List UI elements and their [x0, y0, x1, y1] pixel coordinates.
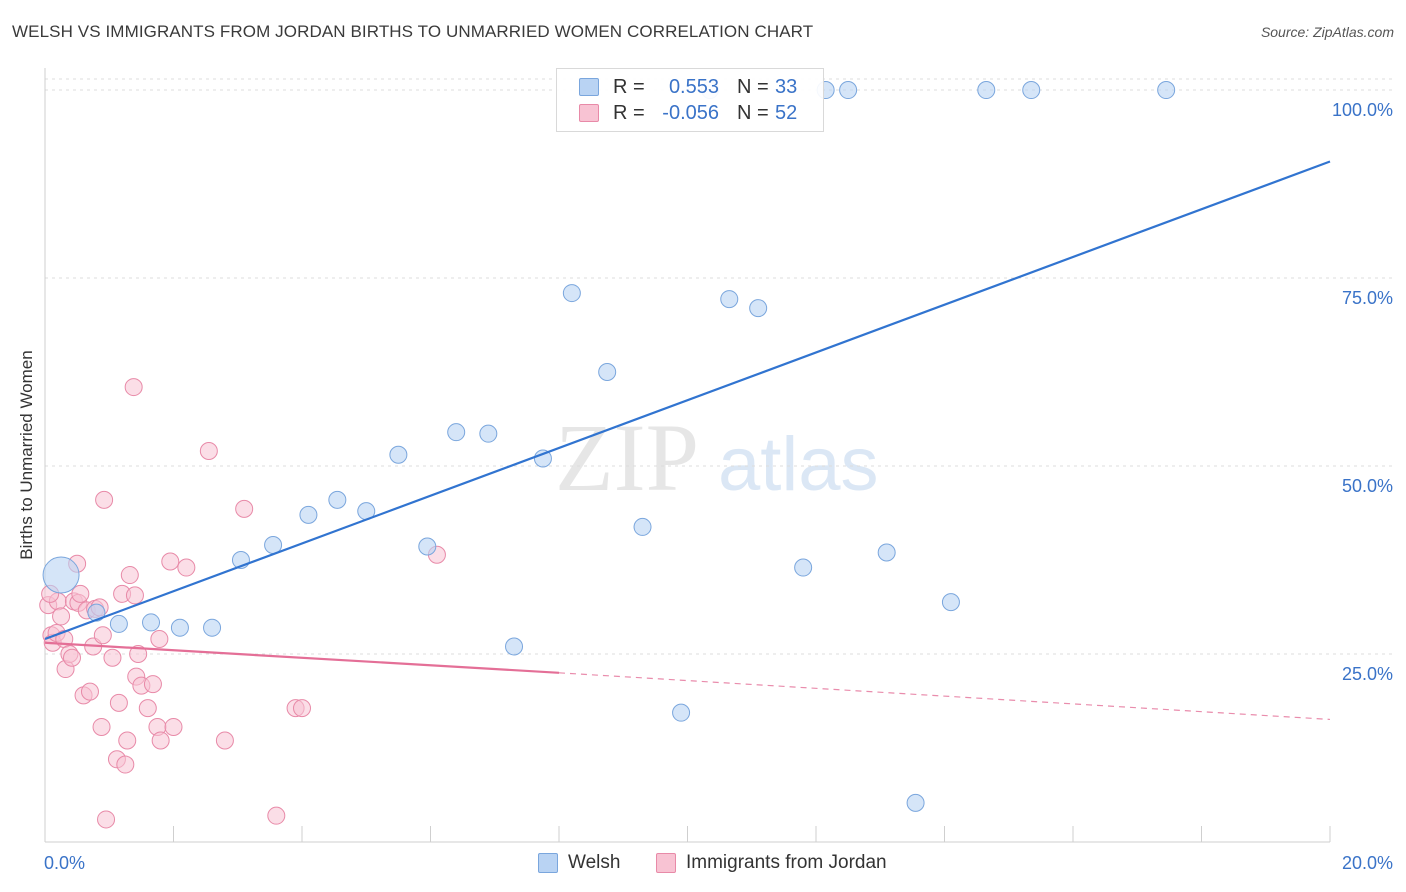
jordan-point [293, 699, 311, 718]
y-tick-label: 75.0% [1342, 288, 1393, 308]
welsh-point [749, 299, 768, 318]
jordan-point [52, 607, 71, 626]
welsh-point [109, 614, 128, 633]
jordan-legend-swatch [656, 853, 676, 873]
jordan-point [71, 584, 90, 603]
welsh-point [839, 81, 858, 100]
jordan-point [164, 717, 183, 736]
jordan-legend-label: Immigrants from Jordan [686, 852, 887, 873]
jordan-point [177, 558, 196, 577]
legend-item-jordan[interactable]: Immigrants from Jordan [656, 852, 887, 874]
welsh-point [328, 490, 347, 509]
y-tick-label: 100.0% [1332, 100, 1393, 120]
jordan-trend-line-extrapolated [558, 672, 1331, 721]
welsh-point [877, 543, 896, 562]
jordan-point [116, 755, 135, 774]
welsh-point-large [42, 556, 80, 594]
jordan-point [129, 645, 148, 664]
x-tick-label: 20.0% [1342, 853, 1393, 873]
jordan-point [97, 810, 116, 829]
jordan-point [215, 731, 234, 750]
welsh-point [418, 537, 437, 556]
jordan-point [62, 648, 81, 667]
welsh-point [1022, 81, 1041, 100]
welsh-point [447, 423, 466, 442]
jordan-point [267, 806, 286, 825]
welsh-point [720, 290, 739, 309]
jordan-point [199, 441, 218, 460]
welsh-point [389, 445, 408, 464]
y-tick-label: 25.0% [1342, 664, 1393, 684]
watermark-zip: ZIP [555, 404, 699, 511]
welsh-point [533, 449, 552, 468]
welsh-point [479, 424, 498, 443]
grid-lines [45, 78, 1392, 655]
welsh-r-value: 0.553 [668, 75, 719, 98]
welsh-point [941, 593, 960, 612]
jordan-point [93, 626, 112, 645]
jordan-point [103, 648, 122, 667]
watermark-atlas: atlas [718, 422, 879, 507]
welsh-trend-line [44, 160, 1331, 641]
jordan-trend-line [44, 641, 560, 674]
welsh-point [562, 284, 581, 303]
jordan-point [150, 629, 169, 648]
y-tick-label: 50.0% [1342, 476, 1393, 496]
series-legend: Welsh Immigrants from Jordan [0, 852, 1406, 878]
welsh-point [170, 618, 189, 637]
welsh-point [1157, 81, 1176, 100]
jordan-point [118, 731, 137, 750]
jordan-point [92, 717, 111, 736]
jordan-swatch [579, 104, 599, 122]
welsh-point [203, 618, 222, 637]
jordan-r-value: -0.056 [662, 101, 719, 124]
jordan-point [235, 499, 254, 518]
watermark: ZIP atlas [555, 404, 879, 511]
welsh-series [42, 81, 1176, 812]
jordan-point [138, 699, 157, 718]
jordan-point [120, 566, 139, 585]
welsh-point [598, 363, 617, 382]
welsh-point [906, 793, 925, 812]
welsh-n-label: N = [737, 75, 769, 98]
jordan-point [151, 731, 170, 750]
welsh-legend-label: Welsh [568, 852, 621, 873]
welsh-r-label: R = [613, 75, 645, 98]
welsh-point [142, 613, 161, 632]
axes [44, 68, 1331, 843]
trend-lines [44, 160, 1331, 721]
legend-row-welsh: R = 0.553 N = 33 [579, 74, 797, 100]
welsh-point [672, 703, 691, 722]
welsh-point [633, 517, 652, 536]
welsh-point [977, 81, 996, 100]
correlation-legend: R = 0.553 N = 33 R = -0.056 N = 52 [556, 68, 824, 132]
jordan-point [95, 490, 114, 509]
welsh-legend-swatch [538, 853, 558, 873]
jordan-point [161, 552, 180, 571]
welsh-point [794, 558, 813, 577]
jordan-n-label: N = [737, 101, 769, 124]
jordan-series [39, 378, 446, 829]
jordan-r-label: R = [613, 101, 645, 124]
welsh-n-value: 33 [775, 75, 798, 98]
legend-item-welsh[interactable]: Welsh [538, 852, 620, 874]
chart-title: WELSH VS IMMIGRANTS FROM JORDAN BIRTHS T… [12, 22, 814, 41]
jordan-point [109, 693, 128, 712]
welsh-point [87, 603, 106, 622]
welsh-swatch [579, 78, 599, 96]
y-axis-label: Births to Unmarried Women [17, 350, 36, 560]
jordan-point [125, 586, 144, 605]
jordan-point [143, 675, 162, 694]
tick-labels: 25.0% 50.0% 75.0% 100.0% 0.0% 20.0% [44, 100, 1393, 873]
welsh-point [505, 637, 524, 656]
x-tick-label: 0.0% [44, 853, 85, 873]
legend-row-jordan: R = -0.056 N = 52 [579, 100, 797, 126]
welsh-point [299, 505, 318, 524]
jordan-n-value: 52 [775, 101, 798, 124]
jordan-point [124, 378, 143, 397]
jordan-point [80, 682, 99, 701]
source-credit: Source: ZipAtlas.com [1260, 24, 1394, 40]
